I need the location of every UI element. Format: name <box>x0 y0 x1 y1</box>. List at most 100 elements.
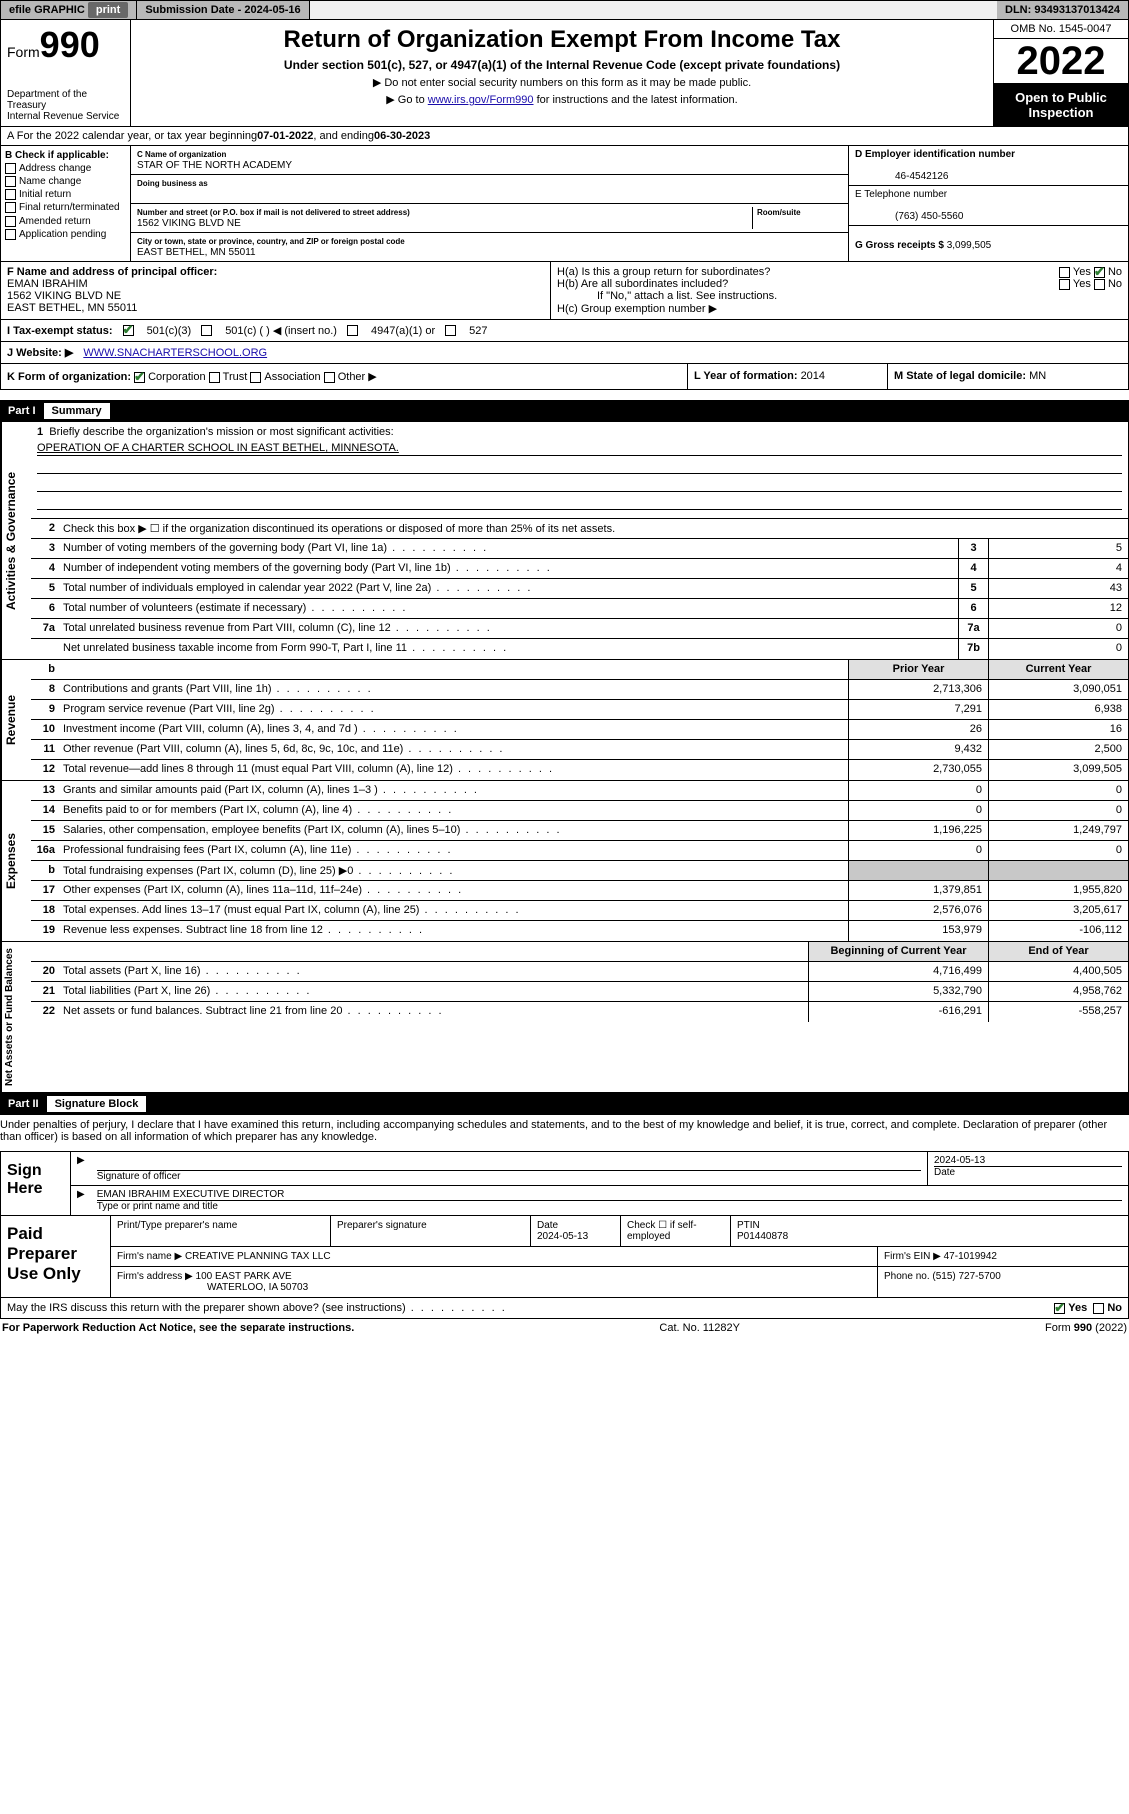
section-netassets: Net Assets or Fund Balances Beginning of… <box>0 942 1129 1093</box>
org-street: 1562 VIKING BLVD NE <box>137 218 241 229</box>
table-row: 17Other expenses (Part IX, column (A), l… <box>31 881 1128 901</box>
group-return: H(a) Is this a group return for subordin… <box>551 262 1128 319</box>
firm-ein: 47-1019942 <box>944 1251 997 1262</box>
table-row: 22Net assets or fund balances. Subtract … <box>31 1002 1128 1022</box>
ptin: P01440878 <box>737 1231 788 1242</box>
chk-hb-yes[interactable] <box>1059 279 1070 290</box>
chk-ha-yes[interactable] <box>1059 267 1070 278</box>
table-row: 21Total liabilities (Part X, line 26)5,3… <box>31 982 1128 1002</box>
chk-amended-return[interactable]: Amended return <box>5 216 126 227</box>
discuss-row: May the IRS discuss this return with the… <box>0 1298 1129 1319</box>
tax-exempt-status: I Tax-exempt status: 501(c)(3) 501(c) ( … <box>0 320 1129 342</box>
table-row: 3Number of voting members of the governi… <box>31 539 1128 559</box>
officer-name: EMAN IBRAHIM EXECUTIVE DIRECTOR <box>97 1189 1122 1201</box>
mission-block: 1 Briefly describe the organization's mi… <box>31 422 1128 519</box>
ein-value: 46-4542126 <box>855 171 948 182</box>
part1-header: Part ISummary <box>0 400 1129 422</box>
firm-name: CREATIVE PLANNING TAX LLC <box>185 1251 331 1262</box>
table-row: 14Benefits paid to or for members (Part … <box>31 801 1128 821</box>
form-id-box: Form990 Department of the Treasury Inter… <box>1 20 131 126</box>
form-year-box: OMB No. 1545-0047 2022 Open to Public In… <box>993 20 1128 126</box>
table-row: 8Contributions and grants (Part VIII, li… <box>31 680 1128 700</box>
part2-header: Part IISignature Block <box>0 1093 1129 1115</box>
col-c-org: C Name of organizationSTAR OF THE NORTH … <box>131 146 848 261</box>
table-row: 18Total expenses. Add lines 13–17 (must … <box>31 901 1128 921</box>
website-link[interactable]: WWW.SNACHARTERSCHOOL.ORG <box>83 347 267 359</box>
table-row: 13Grants and similar amounts paid (Part … <box>31 781 1128 801</box>
table-row: 20Total assets (Part X, line 16)4,716,49… <box>31 962 1128 982</box>
col-d-ein: D Employer identification number46-45421… <box>848 146 1128 261</box>
section-revenue: Revenue b Prior Year Current Year 8Contr… <box>0 660 1129 781</box>
chk-501c3[interactable] <box>123 325 134 336</box>
department-label: Department of the Treasury Internal Reve… <box>7 89 124 122</box>
signature-block: Sign Here ▶Signature of officer2024-05-1… <box>0 1151 1129 1216</box>
arrow-icon: ▶ <box>71 1152 91 1185</box>
line-2: 2Check this box ▶ ☐ if the organization … <box>31 519 1128 539</box>
row-fh: F Name and address of principal officer:… <box>0 262 1129 320</box>
side-revenue: Revenue <box>1 660 31 780</box>
sign-here-label: Sign Here <box>1 1152 71 1215</box>
form-note-1: ▶ Do not enter social security numbers o… <box>137 76 987 89</box>
chk-trust[interactable] <box>209 372 220 383</box>
efile-label: efile GRAPHIC print <box>1 1 137 19</box>
tax-year: 2022 <box>994 39 1128 84</box>
section-governance: Activities & Governance 1 Briefly descri… <box>0 422 1129 660</box>
chk-name-change[interactable]: Name change <box>5 176 126 187</box>
table-row: bTotal fundraising expenses (Part IX, co… <box>31 861 1128 881</box>
section-expenses: Expenses 13Grants and similar amounts pa… <box>0 781 1129 942</box>
side-governance: Activities & Governance <box>1 422 31 659</box>
chk-hb-no[interactable] <box>1094 279 1105 290</box>
chk-assoc[interactable] <box>250 372 261 383</box>
form-header: Form990 Department of the Treasury Inter… <box>0 20 1129 127</box>
org-city: EAST BETHEL, MN 55011 <box>137 247 256 258</box>
table-row: 10Investment income (Part VIII, column (… <box>31 720 1128 740</box>
table-row: 5Total number of individuals employed in… <box>31 579 1128 599</box>
side-netassets: Net Assets or Fund Balances <box>1 942 31 1092</box>
paid-preparer-block: Paid Preparer Use Only Print/Type prepar… <box>0 1216 1129 1298</box>
firm-address: 100 EAST PARK AVE <box>196 1271 292 1282</box>
chk-initial-return[interactable]: Initial return <box>5 189 126 200</box>
form-title-box: Return of Organization Exempt From Incom… <box>131 20 993 126</box>
paid-preparer-label: Paid Preparer Use Only <box>1 1216 111 1297</box>
col-b-checks: B Check if applicable: Address change Na… <box>1 146 131 261</box>
org-name: STAR OF THE NORTH ACADEMY <box>137 160 292 171</box>
top-bar: efile GRAPHIC print Submission Date - 20… <box>0 0 1129 20</box>
chk-final-return[interactable]: Final return/terminated <box>5 202 126 213</box>
form-title: Return of Organization Exempt From Incom… <box>137 26 987 54</box>
table-row: 16aProfessional fundraising fees (Part I… <box>31 841 1128 861</box>
table-row: 9Program service revenue (Part VIII, lin… <box>31 700 1128 720</box>
page-footer: For Paperwork Reduction Act Notice, see … <box>0 1319 1129 1337</box>
dln: DLN: 93493137013424 <box>997 1 1128 19</box>
telephone: (763) 450-5560 <box>855 211 963 222</box>
chk-other[interactable] <box>324 372 335 383</box>
table-row: 4Number of independent voting members of… <box>31 559 1128 579</box>
table-row: 7aTotal unrelated business revenue from … <box>31 619 1128 639</box>
chk-corp[interactable] <box>134 372 145 383</box>
section-bcd: B Check if applicable: Address change Na… <box>0 146 1129 262</box>
chk-address-change[interactable]: Address change <box>5 163 126 174</box>
table-row: 19Revenue less expenses. Subtract line 1… <box>31 921 1128 941</box>
table-row: 12Total revenue—add lines 8 through 11 (… <box>31 760 1128 780</box>
chk-discuss-yes[interactable] <box>1054 1303 1065 1314</box>
chk-discuss-no[interactable] <box>1093 1303 1104 1314</box>
irs-link[interactable]: www.irs.gov/Form990 <box>428 94 534 106</box>
submission-date: Submission Date - 2024-05-16 <box>137 1 309 19</box>
open-public-label: Open to Public Inspection <box>994 84 1128 126</box>
signature-declaration: Under penalties of perjury, I declare th… <box>0 1115 1129 1147</box>
chk-501c[interactable] <box>201 325 212 336</box>
print-button[interactable]: print <box>88 2 128 18</box>
table-row: 15Salaries, other compensation, employee… <box>31 821 1128 841</box>
year-formation: 2014 <box>801 370 825 382</box>
nethdr-row: Beginning of Current Year End of Year <box>31 942 1128 962</box>
chk-ha-no[interactable] <box>1094 267 1105 278</box>
arrow-icon: ▶ <box>71 1186 91 1215</box>
chk-application-pending[interactable]: Application pending <box>5 229 126 240</box>
chk-4947[interactable] <box>347 325 358 336</box>
table-row: 11Other revenue (Part VIII, column (A), … <box>31 740 1128 760</box>
form-subtitle: Under section 501(c), 527, or 4947(a)(1)… <box>137 58 987 72</box>
mission-text: OPERATION OF A CHARTER SCHOOL IN EAST BE… <box>37 442 1122 456</box>
omb-number: OMB No. 1545-0047 <box>994 20 1128 39</box>
chk-527[interactable] <box>445 325 456 336</box>
klm-row: K Form of organization: Corporation Trus… <box>0 364 1129 390</box>
principal-officer: F Name and address of principal officer:… <box>1 262 551 319</box>
